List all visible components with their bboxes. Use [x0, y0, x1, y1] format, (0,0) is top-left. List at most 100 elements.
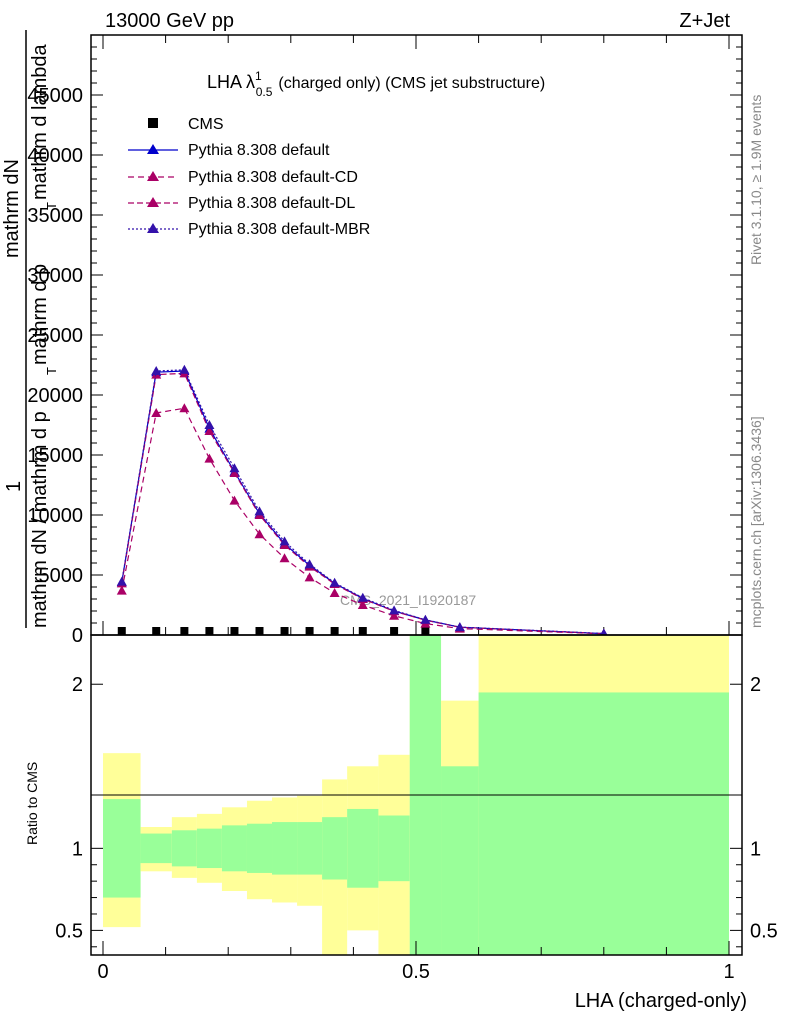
series-marker-cd — [254, 529, 265, 539]
legend-entry-default: Pythia 8.308 default — [128, 142, 330, 159]
series-marker-mbr — [179, 364, 190, 374]
ylabel-dp: mathrm d p — [29, 264, 51, 365]
process-label: Z+Jet — [679, 10, 730, 32]
energy-label: 13000 GeV pp — [105, 10, 234, 32]
cms-data-point — [255, 627, 264, 635]
series-marker-cd — [279, 553, 290, 563]
ratio-ytick-label: 2 — [72, 674, 83, 696]
series-marker-mbr — [389, 605, 400, 615]
main-ytick-label: 30000 — [27, 265, 83, 287]
cms-data-point — [305, 627, 314, 635]
ratio-band-inner — [347, 808, 379, 888]
series-marker-cd — [389, 610, 400, 620]
series-line-cd — [121, 407, 604, 635]
ratio-ylabel: Ratio to CMS — [24, 762, 40, 845]
ratio-ticks: 0.5 0.5 1 1 2 2 0 0.5 1 — [55, 674, 778, 983]
main-y-ticks: 0 5000 10000 15000 20000 25000 30000 35000 40000… — [27, 35, 742, 647]
legend-marker-mbr — [147, 223, 159, 233]
ratio-band-inner — [441, 766, 479, 955]
ylabel-dn: mathrm dN — [1, 159, 23, 258]
legend-label-default: Pythia 8.308 default — [188, 142, 330, 159]
legend-entry-mbr: Pythia 8.308 default-MBR — [128, 221, 370, 238]
series-marker-cd — [116, 585, 127, 595]
title-sub: 0.5 — [256, 85, 273, 99]
main-ytick-label: 5000 — [39, 565, 84, 587]
series-marker-mbr — [204, 420, 215, 429]
cms-data-point — [230, 627, 239, 635]
ratio-ytick-label-right: 2 — [750, 674, 761, 696]
ylabel-numerator: 1 — [3, 481, 25, 492]
series-marker-cd — [151, 408, 162, 417]
series-marker-dl — [229, 468, 240, 477]
series-marker-mbr — [229, 463, 240, 473]
cms-data-point — [205, 627, 214, 635]
cms-data-point — [280, 627, 289, 635]
ratio-panel-frame — [90, 634, 743, 956]
legend-label-cd: Pythia 8.308 default-CD — [188, 169, 358, 186]
rivet-label: Rivet 3.1.10, ≥ 1.9M events — [748, 95, 764, 265]
series-marker-mbr — [357, 592, 368, 602]
legend-label-mbr: Pythia 8.308 default-MBR — [188, 221, 370, 238]
ratio-band-inner — [272, 822, 298, 875]
ratio-xtick-label: 0 — [97, 961, 108, 983]
series-marker-mbr — [304, 559, 315, 569]
main-ytick-label: 20000 — [27, 385, 83, 407]
series-marker-mbr — [420, 614, 431, 624]
series-marker-mbr — [279, 536, 290, 546]
ylabel-t1: T — [44, 367, 59, 375]
legend-entry-dl: Pythia 8.308 default-DL — [128, 195, 355, 212]
ratio-band-inner — [246, 823, 273, 873]
main-ytick-label: 40000 — [27, 145, 83, 167]
legend-marker-cms — [148, 118, 158, 128]
ratio-xtick-label: 1 — [723, 961, 734, 983]
series-marker-dl — [204, 426, 215, 435]
cms-data-point — [421, 627, 430, 635]
main-ytick-label: 10000 — [27, 505, 83, 527]
main-ytick-label: 0 — [72, 625, 83, 647]
series-marker-cd — [357, 600, 368, 609]
mcplots-label: mcplots.cern.ch [arXiv:1306.3436] — [748, 416, 764, 628]
ratio-band-inner — [140, 833, 172, 864]
ratio-band-inner — [171, 830, 197, 867]
ratio-band-inner — [103, 799, 141, 898]
ratio-ytick-label-right: 1 — [750, 838, 761, 860]
legend-marker-cd — [147, 171, 159, 181]
ylabel-t2: T — [44, 202, 59, 210]
ratio-band-inner — [378, 815, 410, 882]
series-line-dl — [121, 372, 604, 635]
legend-label-cms: CMS — [188, 116, 224, 133]
series-marker-cd — [229, 495, 240, 505]
ratio-band-inner — [196, 828, 222, 869]
ratio-ytick-label-right: 0.5 — [750, 920, 778, 942]
series-marker-mbr — [151, 366, 162, 375]
cms-data-point — [152, 627, 161, 635]
analysis-watermark: CMS_2021_I1920187 — [340, 592, 476, 608]
main-ylabel: 1 mathrm dN mathrm dN / mathrm d p T mat… — [1, 30, 59, 628]
main-curves — [116, 364, 609, 638]
series-marker-cd — [179, 403, 190, 413]
series-marker-mbr — [254, 506, 265, 516]
cms-data-point — [390, 627, 399, 635]
ratio-band-inner — [478, 692, 729, 955]
main-ytick-label: 35000 — [27, 205, 83, 227]
main-ytick-label: 25000 — [27, 325, 83, 347]
ratio-ytick-label: 1 — [72, 838, 83, 860]
legend: CMS Pythia 8.308 default Pythia 8.308 de… — [128, 116, 370, 238]
ylabel-dlambda: mathrm d lambda — [29, 44, 51, 200]
legend-entry-cd: Pythia 8.308 default-CD — [128, 169, 358, 186]
series-marker-mbr — [329, 577, 340, 587]
cms-data-point — [180, 627, 189, 635]
legend-entry-cms: CMS — [148, 116, 224, 133]
main-ytick-label: 45000 — [27, 85, 83, 107]
main-title: LHA λ1 0.5 (charged only) (CMS jet substru… — [207, 69, 545, 99]
series-marker-cd — [329, 588, 340, 597]
title-rest: (charged only) (CMS jet substructure) — [278, 75, 545, 92]
ratio-ytick-label: 0.5 — [55, 920, 83, 942]
x-axis-label: LHA (charged-only) — [575, 990, 747, 1012]
main-ytick-label: 15000 — [27, 445, 83, 467]
ratio-band-inner — [322, 817, 348, 880]
ratio-band-inner — [297, 822, 323, 875]
cms-data-point — [330, 627, 339, 635]
legend-label-dl: Pythia 8.308 default-DL — [188, 195, 355, 212]
